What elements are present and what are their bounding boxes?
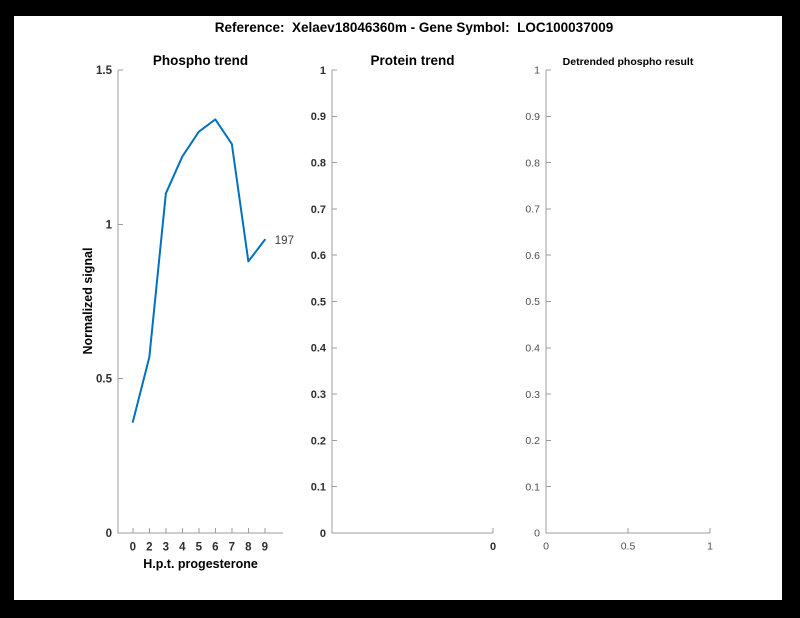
y-tick-label: 0.3 (525, 389, 540, 401)
x-tick-label: 9 (262, 542, 268, 554)
y-tick-label: 0.2 (525, 435, 540, 447)
subplot-title-detrended-phospho: Detrended phospho result (562, 56, 694, 68)
y-tick-label: 0.7 (311, 204, 326, 216)
x-tick-label: 6 (212, 542, 218, 554)
y-tick-label: 0.6 (525, 250, 540, 262)
matlab-figure-window (14, 16, 782, 600)
y-tick-label: 0.5 (311, 296, 326, 308)
x-tick-label: 2 (146, 542, 152, 554)
y-tick-label: 0.4 (525, 342, 540, 354)
y-tick-label: 0.8 (525, 157, 540, 169)
axis-spines (545, 70, 710, 534)
axis-spines (117, 70, 283, 534)
x-tick-label: 3 (163, 542, 169, 554)
y-tick-label: 0.9 (311, 111, 326, 123)
x-tick-label: 0.5 (621, 541, 636, 553)
x-tick-label: 5 (196, 542, 203, 554)
y-tick-label: 0.8 (311, 157, 326, 169)
x-tick-label: 4 (179, 542, 186, 554)
y-tick-label: 1 (106, 219, 113, 231)
subplot-title-phospho-trend: Phospho trend (152, 53, 249, 68)
x-tick-label: 1 (707, 541, 713, 553)
y-tick-label: 0.9 (525, 111, 540, 123)
y-tick-label: 0 (320, 528, 326, 540)
y-tick-label: 1 (320, 65, 326, 77)
x-tick-label: 0 (490, 541, 496, 553)
y-tick-label: 0.2 (311, 435, 326, 447)
trend-line-phospho-signal (131, 118, 266, 423)
y-tick-label: 1 (534, 65, 540, 77)
y-tick-label: 0.3 (311, 389, 326, 401)
y-tick-label: 0.5 (96, 374, 113, 386)
y-tick-label: 0.4 (311, 343, 327, 355)
y-tick-label: 0.1 (311, 482, 326, 494)
x-tick-label: 8 (245, 542, 252, 554)
x-axis-label-hpt-progesterone: H.p.t. progesterone (143, 557, 258, 571)
x-tick-label: 7 (229, 542, 235, 554)
data-point-annotation: 197 (275, 235, 294, 247)
y-tick-label: 0.1 (525, 481, 540, 493)
y-tick-label: 0.7 (525, 204, 540, 216)
x-tick-label: 0 (130, 542, 136, 554)
axis-spines (331, 70, 493, 534)
y-tick-label: 0.5 (525, 296, 540, 308)
x-tick-label: 0 (543, 541, 549, 553)
y-tick-label: 1.5 (96, 65, 113, 77)
y-tick-label: 0 (106, 528, 112, 540)
subplot-title-protein-trend: Protein trend (370, 53, 455, 68)
y-tick-label: 0.6 (311, 250, 326, 262)
figure-main-title: Reference: Xelaev18046360m - Gene Symbol… (214, 20, 614, 35)
y-tick-label: 0 (534, 528, 540, 540)
